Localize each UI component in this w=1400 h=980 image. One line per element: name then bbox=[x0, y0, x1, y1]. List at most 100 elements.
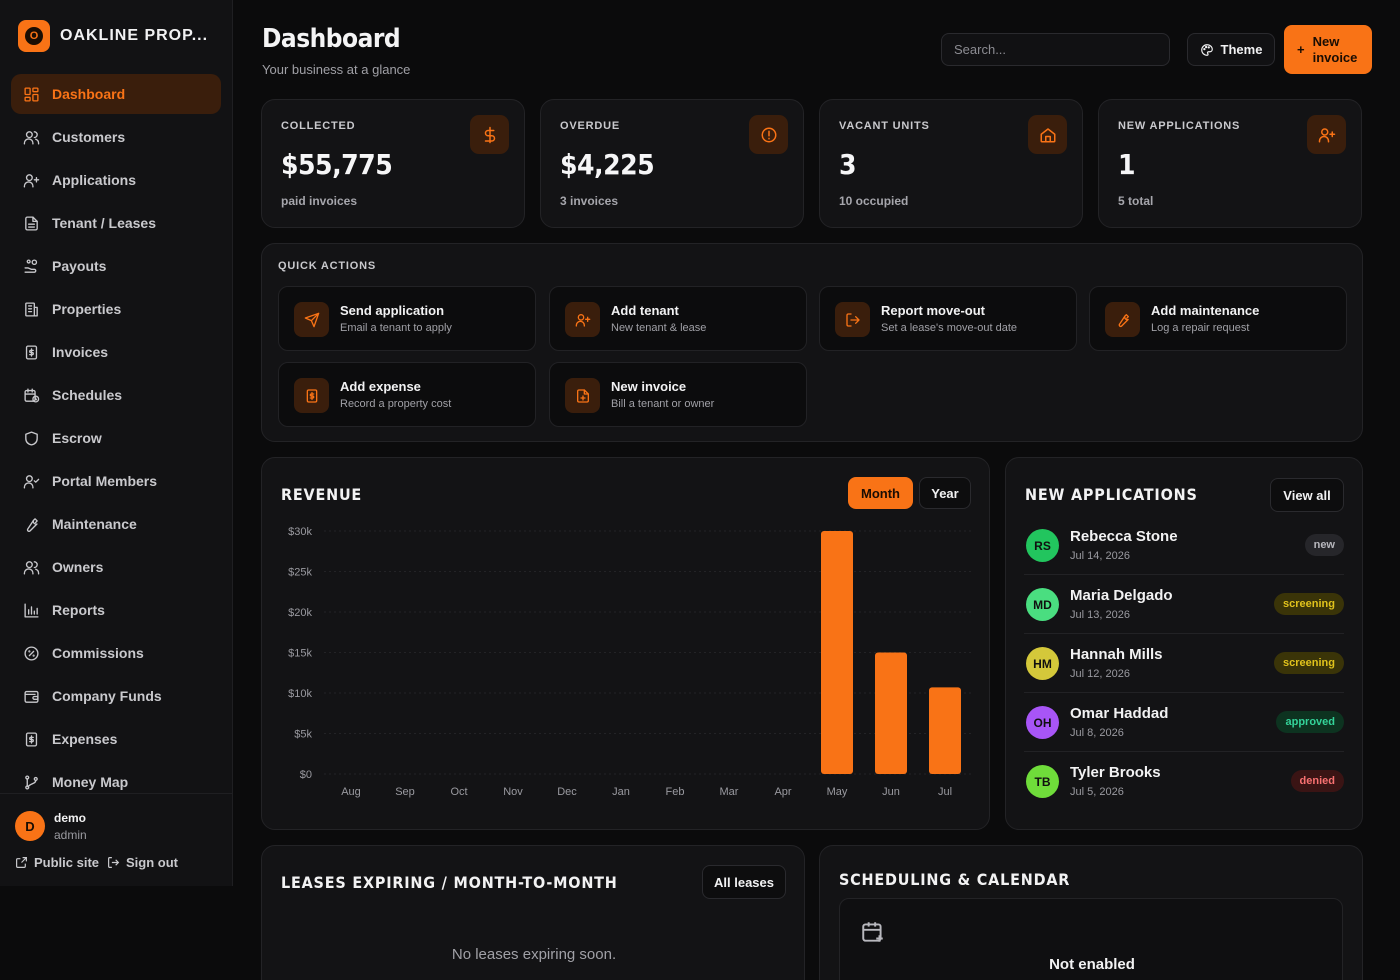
leases-panel: LEASES EXPIRING / MONTH-TO-MONTH All lea… bbox=[261, 845, 805, 980]
scheduling-state: Not enabled bbox=[1049, 956, 1135, 973]
quick-action-icon-box bbox=[565, 302, 600, 337]
stat-card-new-applications: NEW APPLICATIONS 1 5 total bbox=[1098, 99, 1362, 228]
sidebar-item-portal-members[interactable]: Portal Members bbox=[11, 461, 221, 501]
sign-out-link[interactable]: Sign out bbox=[107, 855, 178, 870]
application-row[interactable]: HM Hannah Mills Jul 12, 2026 screening bbox=[1024, 634, 1344, 693]
users-icon bbox=[23, 560, 40, 575]
public-site-label: Public site bbox=[34, 855, 100, 870]
calendar-clock-icon bbox=[24, 387, 40, 403]
sidebar-item-label: Invoices bbox=[52, 344, 109, 360]
brand[interactable]: O OAKLINE PROP... bbox=[18, 20, 208, 52]
sidebar-item-label: Expenses bbox=[52, 731, 118, 747]
sidebar-item-company-funds[interactable]: Company Funds bbox=[11, 676, 221, 716]
home-icon bbox=[1040, 127, 1055, 142]
year-toggle[interactable]: Year bbox=[919, 477, 971, 509]
sidebar-item-label: Portal Members bbox=[52, 473, 158, 489]
theme-button[interactable]: Theme bbox=[1187, 33, 1275, 66]
revenue-bar-jul[interactable] bbox=[929, 687, 961, 774]
new-invoice-button[interactable]: + New invoice bbox=[1284, 25, 1372, 74]
x-tick-label: Feb bbox=[666, 786, 685, 798]
quick-action-send-application[interactable]: Send application Email a tenant to apply bbox=[278, 286, 536, 351]
quick-action-new-invoice[interactable]: New invoice Bill a tenant or owner bbox=[549, 362, 807, 427]
status-badge: approved bbox=[1276, 711, 1344, 733]
revenue-panel: REVENUE Month Year $0 $5k $10k $15k $20k $25k… bbox=[261, 457, 990, 830]
sidebar-item-label: Maintenance bbox=[52, 516, 137, 532]
revenue-chart: $0 $5k $10k $15k $20k $25k $30k Aug Sep Oct Nov Dec… bbox=[288, 526, 972, 798]
stat-label: COLLECTED bbox=[281, 120, 356, 132]
status-badge: new bbox=[1304, 534, 1344, 556]
application-date: Jul 14, 2026 bbox=[1070, 550, 1130, 562]
sidebar-item-label: Reports bbox=[52, 602, 105, 618]
sidebar-item-escrow[interactable]: Escrow bbox=[11, 418, 221, 458]
public-site-link[interactable]: Public site bbox=[15, 855, 99, 870]
stat-card-collected: COLLECTED $55,775 paid invoices bbox=[261, 99, 525, 228]
user-plus-icon bbox=[23, 173, 40, 188]
user-plus-icon bbox=[575, 313, 590, 327]
shield-icon bbox=[25, 430, 38, 446]
stat-icon-box bbox=[749, 115, 788, 154]
stat-note: 10 occupied bbox=[839, 194, 909, 208]
revenue-bar-may[interactable] bbox=[821, 531, 853, 774]
y-tick-label: $10k bbox=[288, 688, 312, 700]
sidebar-item-money-map[interactable]: Money Map bbox=[11, 762, 221, 802]
stat-note: 5 total bbox=[1118, 194, 1154, 208]
quick-action-desc: Bill a tenant or owner bbox=[611, 398, 715, 410]
sidebar-item-tenant-leases[interactable]: Tenant / Leases bbox=[11, 203, 221, 243]
application-row[interactable]: TB Tyler Brooks Jul 5, 2026 denied bbox=[1024, 752, 1344, 811]
avatar: HM bbox=[1026, 647, 1059, 680]
sidebar-item-label: Properties bbox=[52, 301, 122, 317]
all-leases-button[interactable]: All leases bbox=[702, 865, 786, 899]
revenue-title: REVENUE bbox=[281, 485, 363, 504]
quick-action-name: Add tenant bbox=[611, 303, 679, 318]
sidebar-item-label: Dashboard bbox=[52, 86, 126, 102]
quick-action-add-maintenance[interactable]: Add maintenance Log a repair request bbox=[1089, 286, 1347, 351]
leases-empty-text: No leases expiring soon. bbox=[451, 946, 617, 963]
x-tick-label: Jan bbox=[612, 786, 630, 798]
revenue-bar-jun[interactable] bbox=[875, 652, 907, 775]
application-row[interactable]: MD Maria Delgado Jul 13, 2026 screening bbox=[1024, 575, 1344, 634]
application-date: Jul 8, 2026 bbox=[1070, 727, 1124, 739]
sidebar-item-maintenance[interactable]: Maintenance bbox=[11, 504, 221, 544]
sidebar-item-applications[interactable]: Applications bbox=[11, 160, 221, 200]
users-icon bbox=[23, 130, 40, 145]
stat-card-overdue: OVERDUE $4,225 3 invoices bbox=[540, 99, 804, 228]
percent-icon bbox=[24, 645, 39, 661]
sidebar-item-label: Company Funds bbox=[52, 688, 162, 704]
sidebar-item-customers[interactable]: Customers bbox=[11, 117, 221, 157]
quick-action-add-tenant[interactable]: Add tenant New tenant & lease bbox=[549, 286, 807, 351]
brand-name: OAKLINE PROP... bbox=[60, 27, 209, 44]
applicant-name: Rebecca Stone bbox=[1070, 528, 1178, 545]
quick-action-name: New invoice bbox=[611, 379, 687, 394]
x-tick-label: Jun bbox=[882, 786, 900, 798]
quick-action-add-expense[interactable]: Add expense Record a property cost bbox=[278, 362, 536, 427]
scheduling-placeholder: Not enabled bbox=[839, 898, 1343, 980]
palette-icon bbox=[1200, 43, 1213, 56]
sidebar-item-invoices[interactable]: Invoices bbox=[11, 332, 221, 372]
search-input[interactable]: Search... bbox=[941, 33, 1170, 66]
view-all-button[interactable]: View all bbox=[1270, 478, 1344, 512]
avatar[interactable]: D bbox=[15, 811, 45, 841]
sidebar-item-schedules[interactable]: Schedules bbox=[11, 375, 221, 415]
new-invoice-label: New invoice bbox=[1312, 33, 1358, 65]
sidebar-item-reports[interactable]: Reports bbox=[11, 590, 221, 630]
sidebar-item-expenses[interactable]: Expenses bbox=[11, 719, 221, 759]
page-title: Dashboard bbox=[262, 24, 401, 54]
receipt-icon bbox=[25, 344, 38, 360]
sidebar-item-commissions[interactable]: Commissions bbox=[11, 633, 221, 673]
scheduling-panel: SCHEDULING & CALENDAR Not enabled bbox=[819, 845, 1363, 980]
application-row[interactable]: RS Rebecca Stone Jul 14, 2026 new bbox=[1024, 516, 1344, 575]
log-out-icon bbox=[108, 857, 120, 868]
application-row[interactable]: OH Omar Haddad Jul 8, 2026 approved bbox=[1024, 693, 1344, 752]
avatar: TB bbox=[1026, 765, 1059, 798]
month-toggle[interactable]: Month bbox=[848, 477, 913, 509]
sidebar-item-dashboard[interactable]: Dashboard bbox=[11, 74, 221, 114]
y-tick-label: $20k bbox=[288, 607, 312, 619]
stat-icon-box bbox=[1307, 115, 1346, 154]
status-badge: screening bbox=[1274, 652, 1344, 674]
quick-action-report-move-out[interactable]: Report move-out Set a lease's move-out da… bbox=[819, 286, 1077, 351]
sidebar-item-payouts[interactable]: Payouts bbox=[11, 246, 221, 286]
sidebar-item-properties[interactable]: Properties bbox=[11, 289, 221, 329]
quick-action-desc: Record a property cost bbox=[340, 398, 452, 410]
x-tick-label: Oct bbox=[450, 786, 467, 798]
sidebar-item-owners[interactable]: Owners bbox=[11, 547, 221, 587]
